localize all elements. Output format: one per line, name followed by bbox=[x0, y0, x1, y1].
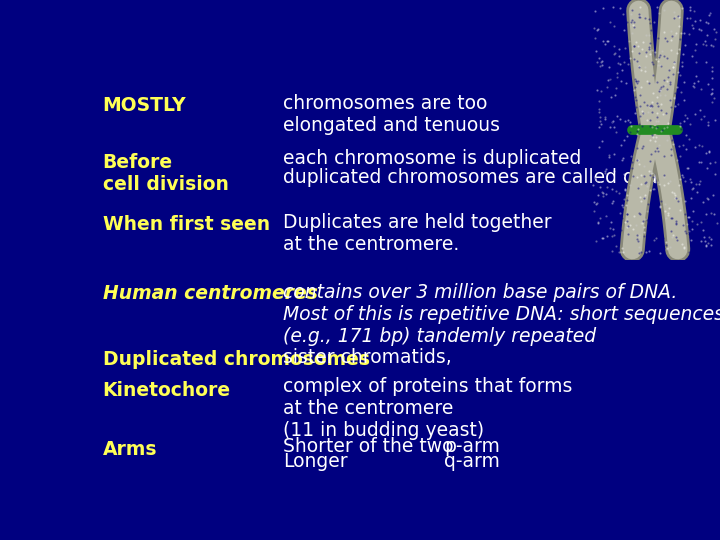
Text: Shorter of the two: Shorter of the two bbox=[283, 437, 454, 456]
Text: When first seen: When first seen bbox=[102, 215, 270, 234]
Text: complex of proteins that forms
at the centromere
(11 in budding yeast): complex of proteins that forms at the ce… bbox=[283, 377, 572, 440]
Text: Duplicates are held together
at the centromere.: Duplicates are held together at the cent… bbox=[283, 213, 552, 254]
Text: Duplicated chromosomes: Duplicated chromosomes bbox=[102, 350, 369, 369]
Text: chromosomes are too
elongated and tenuous: chromosomes are too elongated and tenuou… bbox=[283, 94, 500, 135]
Text: Arms: Arms bbox=[102, 440, 157, 459]
Text: Kinetochore: Kinetochore bbox=[102, 381, 230, 400]
Text: q-arm: q-arm bbox=[444, 452, 500, 471]
Text: contains over 3 million base pairs of DNA.
Most of this is repetitive DNA: short: contains over 3 million base pairs of DN… bbox=[283, 283, 720, 346]
Text: sister chromatids,: sister chromatids, bbox=[283, 348, 451, 367]
Text: Human centromeres: Human centromeres bbox=[102, 284, 318, 303]
Text: Before
cell division: Before cell division bbox=[102, 153, 228, 194]
Text: Longer: Longer bbox=[283, 452, 347, 471]
Text: each chromosome is duplicated: each chromosome is duplicated bbox=[283, 150, 581, 168]
Text: p-arm: p-arm bbox=[444, 437, 500, 456]
Text: MOSTLY: MOSTLY bbox=[102, 96, 186, 114]
Text: duplicated chromosomes are called dyads: duplicated chromosomes are called dyads bbox=[283, 168, 679, 187]
